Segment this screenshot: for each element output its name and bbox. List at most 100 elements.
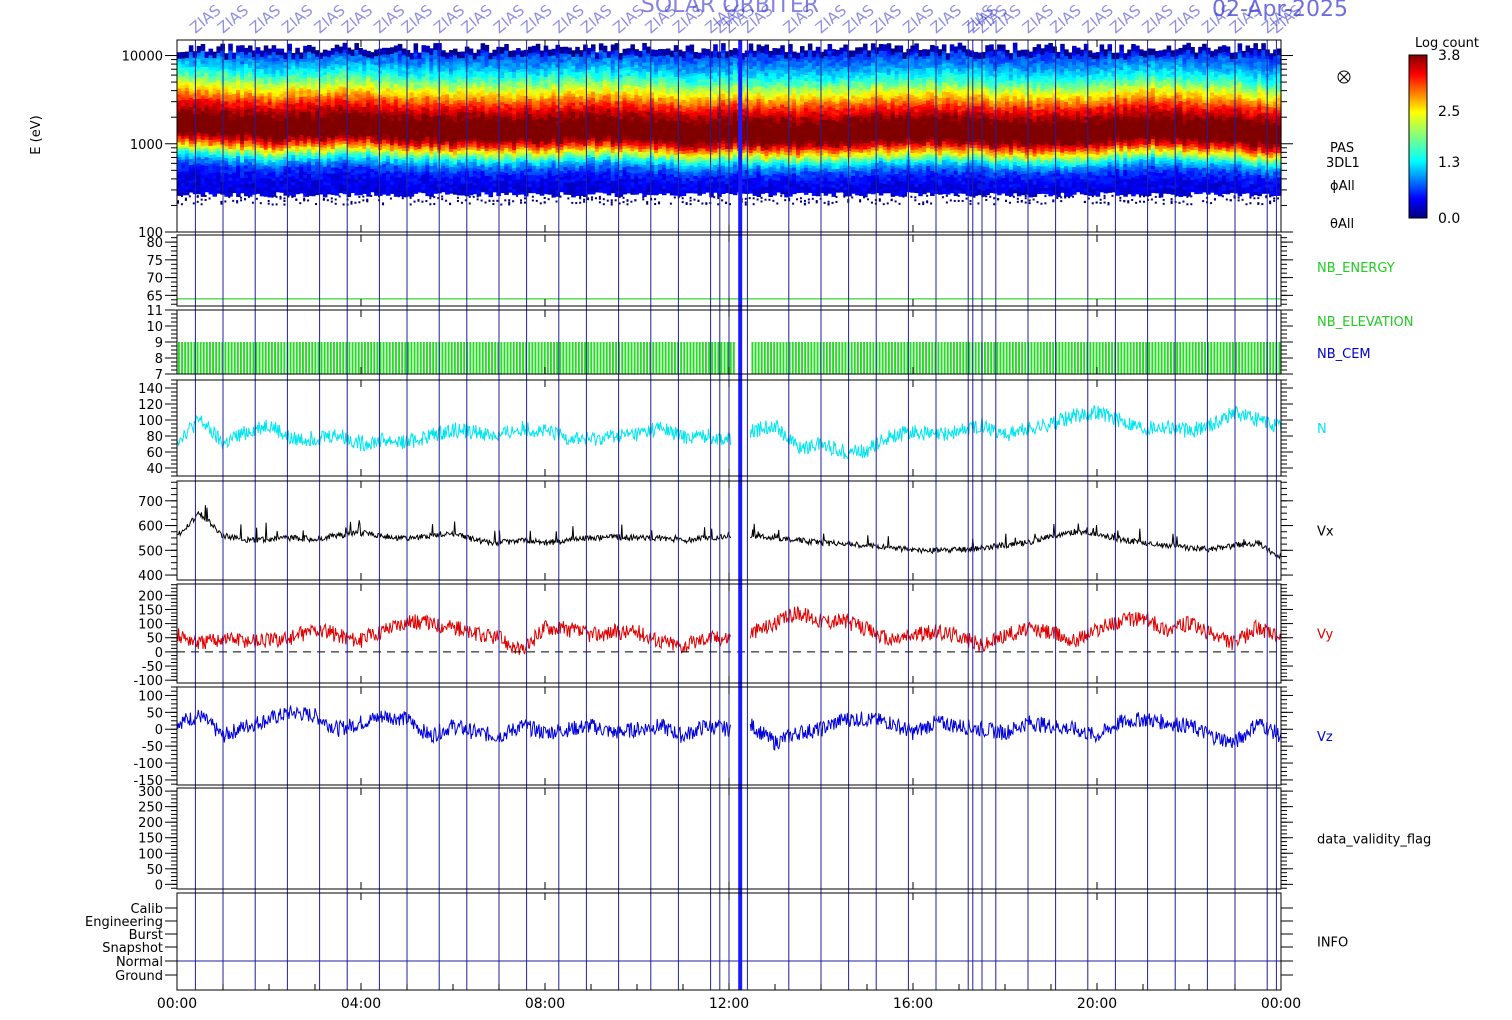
spectrogram-cell (255, 77, 261, 82)
spectrogram-speckle (291, 194, 294, 197)
spectrogram-cell (393, 171, 399, 175)
spectrogram-cell (315, 137, 320, 141)
spectrogram-cell (334, 154, 340, 159)
spectrogram-cell (342, 149, 348, 154)
spectrogram-cell (236, 193, 241, 198)
spectrogram-cell (354, 169, 359, 174)
spectrogram-cell (303, 117, 308, 122)
spectrogram-cell (350, 138, 356, 143)
spectrogram-speckle (220, 200, 223, 203)
spectrogram-cell (188, 60, 194, 65)
spectrogram-cell (232, 105, 237, 109)
spectrogram-cell (263, 174, 269, 178)
spectrogram-cell (255, 150, 261, 155)
spectrogram-cell (358, 142, 363, 147)
spectrogram-cell (275, 111, 281, 115)
spectrogram-cell (247, 117, 253, 122)
spectrogram-cell (283, 183, 288, 187)
spectrogram-cell (255, 53, 261, 57)
spectrogram-cell (204, 182, 210, 187)
spectrogram-cell (228, 56, 233, 61)
spectrogram-cell (303, 152, 308, 157)
spectrogram-cell (259, 107, 265, 112)
spectrogram-cell (362, 169, 367, 173)
spectrogram-cell (247, 101, 253, 106)
spectrogram-cell (307, 179, 312, 184)
spectrogram-cell (330, 154, 336, 159)
spectrogram-cell (307, 107, 312, 112)
spectrogram-cell (244, 60, 249, 64)
spectrogram-cell (228, 91, 233, 96)
spectrogram-cell (247, 158, 253, 163)
spectrogram-cell (184, 173, 190, 178)
spectrogram-cell (311, 177, 316, 181)
spectrogram-cell (362, 103, 367, 108)
spectrogram-cell (200, 142, 206, 147)
spectrogram-cell (389, 147, 395, 152)
spectrogram-cell (196, 169, 202, 173)
spectrogram-cell (350, 112, 356, 116)
spectrogram-cell (378, 149, 383, 154)
spectrogram-cell (255, 47, 261, 51)
spectrogram-cell (283, 52, 288, 57)
spectrogram-cell (315, 131, 320, 135)
spectrogram-cell (188, 146, 194, 150)
spectrogram-cell (251, 143, 257, 147)
spectrogram-cell (342, 83, 348, 88)
spectrogram-cell (255, 159, 261, 164)
spectrogram-cell (271, 120, 277, 125)
spectrogram-cell (279, 108, 285, 113)
spectrogram-cell (370, 162, 375, 167)
spectrogram-cell (216, 116, 221, 121)
spectrogram-cell (212, 63, 218, 68)
spectrogram-cell (382, 84, 387, 88)
spectrogram-cell (275, 155, 281, 160)
spectrogram-cell (263, 98, 269, 103)
spectrogram-cell (326, 104, 332, 108)
spectrogram-cell (326, 166, 332, 171)
spectrogram-cell (346, 162, 352, 167)
spectrogram-cell (318, 55, 324, 60)
spectrogram-cell (224, 160, 229, 165)
spectrogram-cell (362, 151, 367, 156)
spectrogram-cell (303, 74, 308, 78)
spectrogram-cell (287, 125, 292, 130)
spectrogram-cell (334, 57, 340, 61)
spectrogram-cell (334, 72, 340, 77)
spectrogram-cell (307, 135, 312, 140)
spectrogram-cell (374, 110, 379, 114)
spectrogram-cell (354, 131, 359, 136)
spectrogram-cell (354, 160, 359, 164)
spectrogram-cell (354, 90, 359, 95)
spectrogram-cell (263, 61, 269, 65)
spectrogram-cell (315, 149, 320, 153)
spectrogram-cell (180, 57, 186, 62)
spectrogram-cell (251, 59, 257, 63)
spectrogram-cell (299, 55, 304, 59)
spectrogram-cell (326, 152, 332, 156)
spectrogram-cell (366, 147, 371, 152)
spectrogram-cell (184, 111, 190, 115)
spectrogram-cell (350, 123, 356, 128)
spectrogram-cell (212, 111, 218, 116)
spectrogram-speckle (409, 203, 412, 206)
spectrogram-cell (228, 132, 233, 137)
spectrogram-cell (374, 146, 379, 151)
spectrogram-cell (389, 144, 395, 149)
spectrogram-cell (208, 127, 214, 131)
spectrogram-cell (366, 117, 371, 122)
spectrogram-cell (378, 79, 383, 83)
spectrogram-cell (271, 67, 277, 71)
spectrogram-speckle (508, 201, 511, 204)
spectrogram-cell (184, 191, 190, 196)
spectrogram-cell (307, 60, 312, 65)
spectrogram-speckle (362, 199, 365, 202)
spectrogram-speckle (180, 195, 183, 198)
spectrogram-cell (385, 78, 391, 83)
spectrogram-speckle (421, 200, 424, 203)
spectrogram-cell (350, 150, 356, 155)
spectrogram-cell (311, 96, 316, 101)
spectrogram-cell (385, 47, 391, 52)
spectrogram-cell (267, 193, 273, 198)
spectrogram-cell (291, 133, 296, 138)
